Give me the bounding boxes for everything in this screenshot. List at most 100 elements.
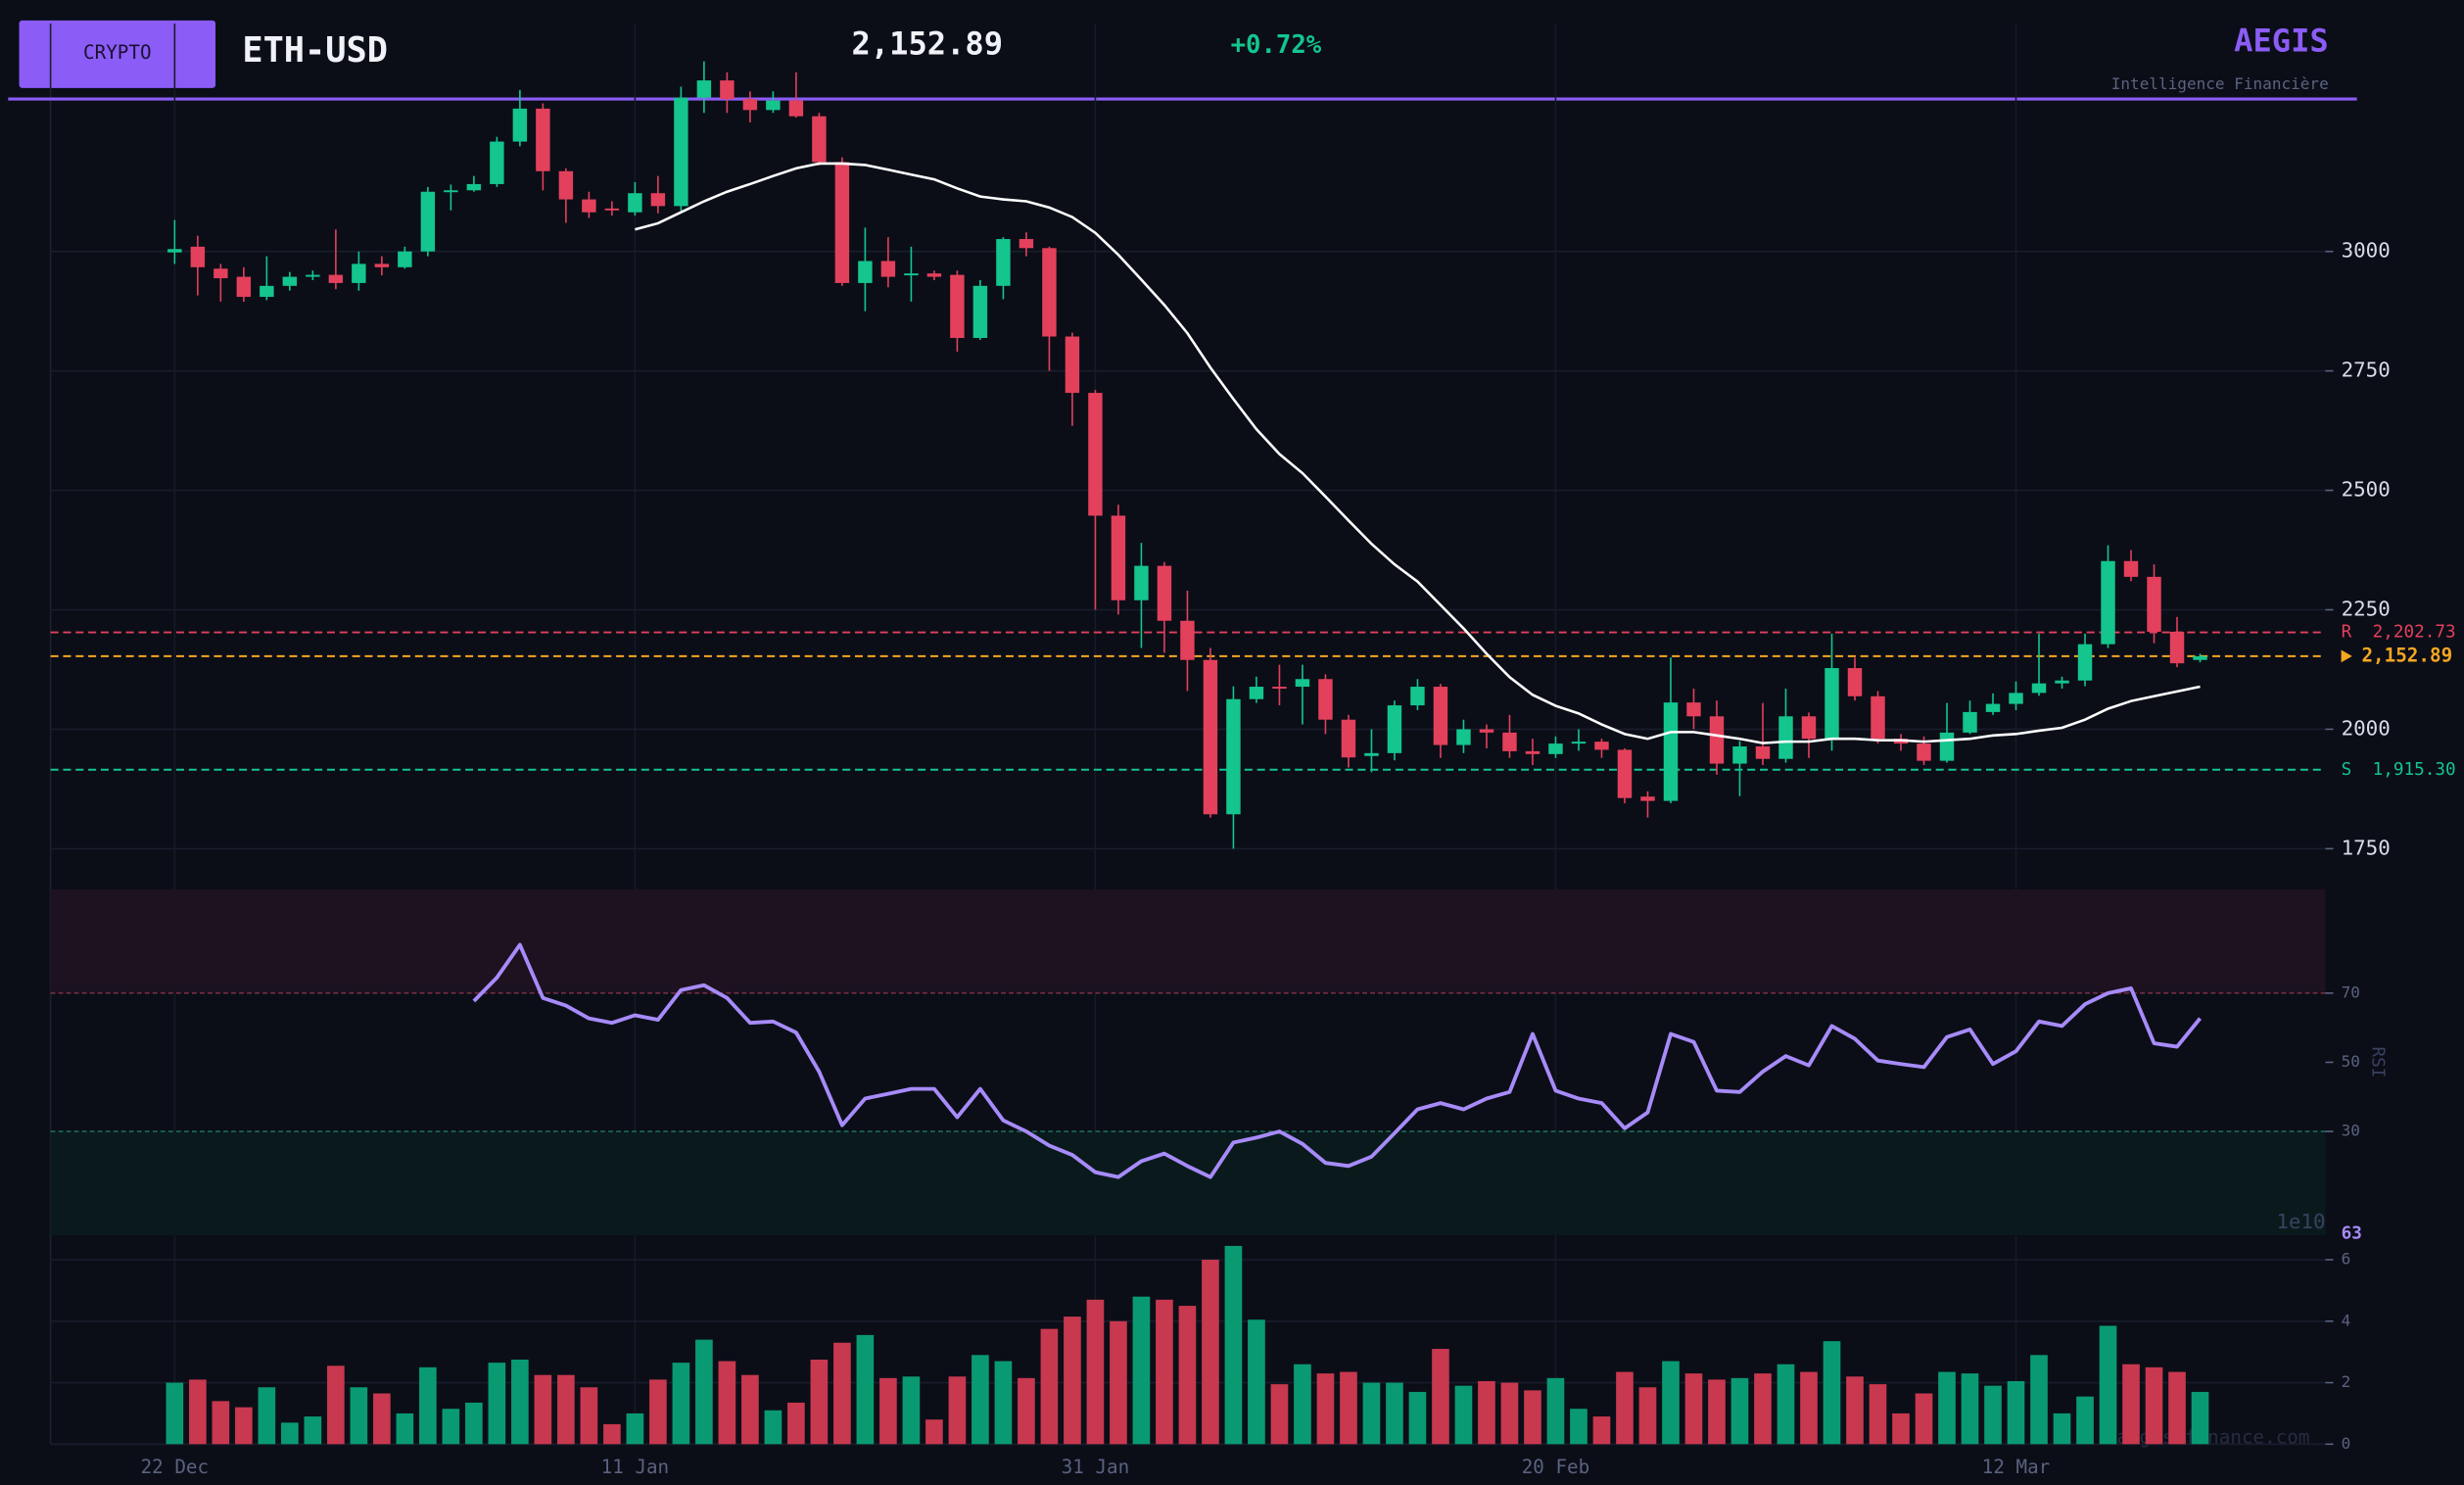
candle-body: [260, 285, 274, 298]
volume-bar: [465, 1402, 483, 1445]
y-tick-label: 0: [2342, 1434, 2351, 1453]
volume-bar: [1823, 1341, 1841, 1445]
volume-bar: [879, 1377, 897, 1445]
volume-bar: [1570, 1409, 1587, 1445]
candle-body: [236, 276, 252, 298]
candle-body: [512, 108, 528, 142]
volume-bar: [212, 1401, 230, 1445]
symbol: ETH-USD: [242, 30, 388, 71]
candle-body: [1433, 687, 1448, 745]
rsi-last-label: 63: [2342, 1223, 2362, 1243]
volume-bar: [189, 1379, 207, 1445]
candle-body: [926, 273, 942, 277]
candle-body: [1157, 565, 1172, 621]
candle-body: [1387, 705, 1402, 753]
volume-bar: [741, 1374, 759, 1445]
volume-bar: [1478, 1380, 1495, 1445]
volume-bar: [1454, 1385, 1473, 1445]
candle-body: [1203, 659, 1218, 815]
y-tick-label: 2750: [2342, 359, 2391, 382]
volume-bar: [1869, 1384, 1887, 1445]
x-tick-label: 12 Mar: [1982, 1456, 2051, 1478]
candle-body: [742, 99, 758, 111]
y-tick-label: 3000: [2342, 239, 2391, 263]
candle-body: [213, 268, 228, 279]
volume-bar: [1248, 1319, 1265, 1445]
volume-bar: [971, 1355, 989, 1445]
candle-body: [1249, 687, 1264, 699]
candle-body: [1272, 687, 1287, 689]
volume-bar: [442, 1409, 460, 1445]
candle-body: [996, 239, 1011, 286]
candle-body: [398, 251, 412, 267]
volume-bar: [626, 1413, 644, 1445]
volume-bar: [1777, 1364, 1795, 1445]
candle-body: [1456, 729, 1471, 745]
badge: [19, 20, 216, 88]
volume-bar: [1408, 1391, 1427, 1445]
y-tick-label: 50: [2342, 1052, 2360, 1071]
y-tick-label: 1750: [2342, 836, 2391, 859]
candle-body: [306, 274, 320, 277]
candle-body: [1686, 702, 1701, 717]
volume-bar: [1592, 1416, 1611, 1445]
candle-body: [788, 100, 804, 117]
level-name: S: [2342, 760, 2352, 780]
candle-body: [2169, 631, 2185, 664]
volume-bar: [1984, 1385, 2002, 1445]
volume-bar: [2145, 1366, 2163, 1445]
volume-bar: [1846, 1376, 1864, 1445]
candle-body: [1502, 732, 1517, 751]
volume-bar: [258, 1387, 276, 1445]
candle-body: [1065, 336, 1080, 394]
y-tick-label: 30: [2342, 1122, 2360, 1140]
volume-bar: [350, 1387, 368, 1445]
candle-body: [1088, 393, 1103, 516]
badge-text: CRYPTO: [83, 41, 152, 64]
volume-bar: [2099, 1325, 2117, 1445]
candle-body: [1318, 679, 1333, 720]
candle-body: [558, 170, 574, 200]
level-label: 1,915.30: [2373, 760, 2456, 780]
rsi-axis-label: RSI: [2367, 1047, 2387, 1078]
y-tick-label: 6: [2342, 1250, 2351, 1269]
volume-bar: [948, 1376, 967, 1445]
volume-bar: [718, 1361, 736, 1445]
candle-body: [696, 80, 712, 98]
candle-body: [282, 276, 298, 286]
candle-body: [628, 193, 642, 213]
volume-bar: [373, 1393, 391, 1445]
volume-bar: [2053, 1413, 2071, 1445]
volume-bar: [603, 1423, 621, 1445]
candle-body: [2147, 576, 2161, 632]
candle-body: [1824, 668, 1839, 740]
candle-body: [834, 162, 850, 283]
volume-bar: [1316, 1373, 1335, 1445]
candle-body: [858, 261, 873, 283]
candle-body: [1778, 716, 1793, 759]
y-tick-label: 70: [2342, 982, 2360, 1001]
candle-body: [880, 261, 896, 277]
volume-bar: [1754, 1373, 1772, 1445]
volume-bar: [1730, 1377, 1749, 1445]
volume-bar: [856, 1334, 875, 1445]
candle-body: [1364, 752, 1379, 756]
volume-bar: [1202, 1260, 1219, 1445]
moving-average: [635, 162, 2201, 744]
candle-body: [167, 249, 182, 253]
watermark: aegis-finance.com: [2116, 1425, 2309, 1448]
candle-body: [420, 191, 436, 252]
candle-body: [650, 193, 666, 207]
candle-body: [1755, 746, 1771, 759]
x-tick-label: 22 Dec: [141, 1456, 210, 1478]
volume-bar: [810, 1360, 829, 1445]
volume-bar: [419, 1366, 437, 1445]
candle-body: [1963, 711, 1977, 733]
volume-bar: [1524, 1390, 1541, 1445]
volume-bar: [1708, 1379, 1726, 1445]
candle-body: [2123, 560, 2139, 577]
volume-bar: [994, 1361, 1013, 1445]
y-tick-label: 4: [2342, 1311, 2351, 1329]
candle-body: [2101, 560, 2115, 645]
